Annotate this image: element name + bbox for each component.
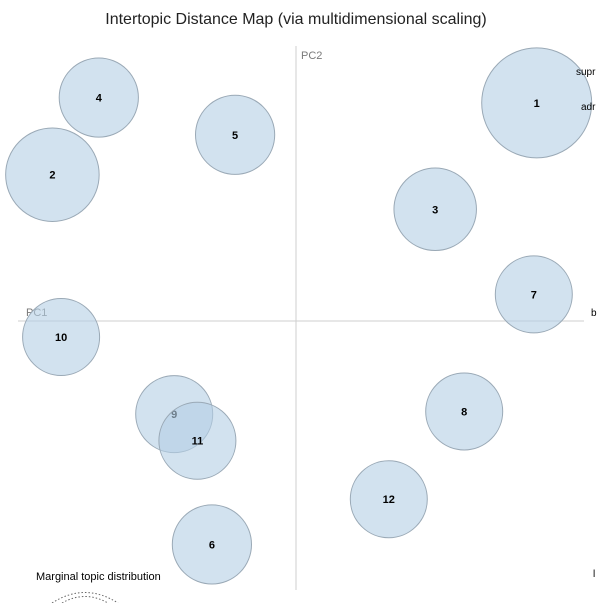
topic-bubble-2[interactable] <box>5 127 100 222</box>
topic-bubble-10[interactable] <box>22 297 101 376</box>
marginal-distribution-label: Marginal topic distribution <box>36 571 161 583</box>
marginal-distribution-arc <box>51 592 119 604</box>
side-term-4: l <box>593 569 595 580</box>
topic-3[interactable]: 3 <box>393 167 477 252</box>
topic-2[interactable]: 2 <box>5 127 100 222</box>
topic-1[interactable]: 1 <box>481 47 593 159</box>
topic-4[interactable]: 4 <box>58 57 139 138</box>
topic-7[interactable]: 7 <box>494 255 573 334</box>
topic-bubbles: 123456789101112 <box>5 47 593 585</box>
topic-bubble-8[interactable] <box>425 372 504 451</box>
topic-bubble-7[interactable] <box>494 255 573 334</box>
topic-bubble-12[interactable] <box>349 460 428 539</box>
side-term-3: b <box>591 308 597 319</box>
topic-bubble-1[interactable] <box>481 47 593 159</box>
marginal-distribution-arc-inner <box>61 596 109 604</box>
topic-bubble-5[interactable] <box>195 94 276 175</box>
topic-6[interactable]: 6 <box>171 504 252 585</box>
topic-bubble-4[interactable] <box>58 57 139 138</box>
topic-bubble-3[interactable] <box>393 167 477 252</box>
side-term-2: adr <box>581 102 596 113</box>
topic-11[interactable]: 11 <box>158 401 237 480</box>
y-axis-label: PC2 <box>301 50 322 62</box>
topic-bubble-6[interactable] <box>171 504 252 585</box>
topic-bubble-11[interactable] <box>158 401 237 480</box>
side-term-1: supr <box>576 67 596 78</box>
topic-5[interactable]: 5 <box>195 94 276 175</box>
topic-8[interactable]: 8 <box>425 372 504 451</box>
topic-10[interactable]: 10 <box>22 297 101 376</box>
chart-title: Intertopic Distance Map (via multidimens… <box>105 11 487 28</box>
topic-12[interactable]: 12 <box>349 460 428 539</box>
